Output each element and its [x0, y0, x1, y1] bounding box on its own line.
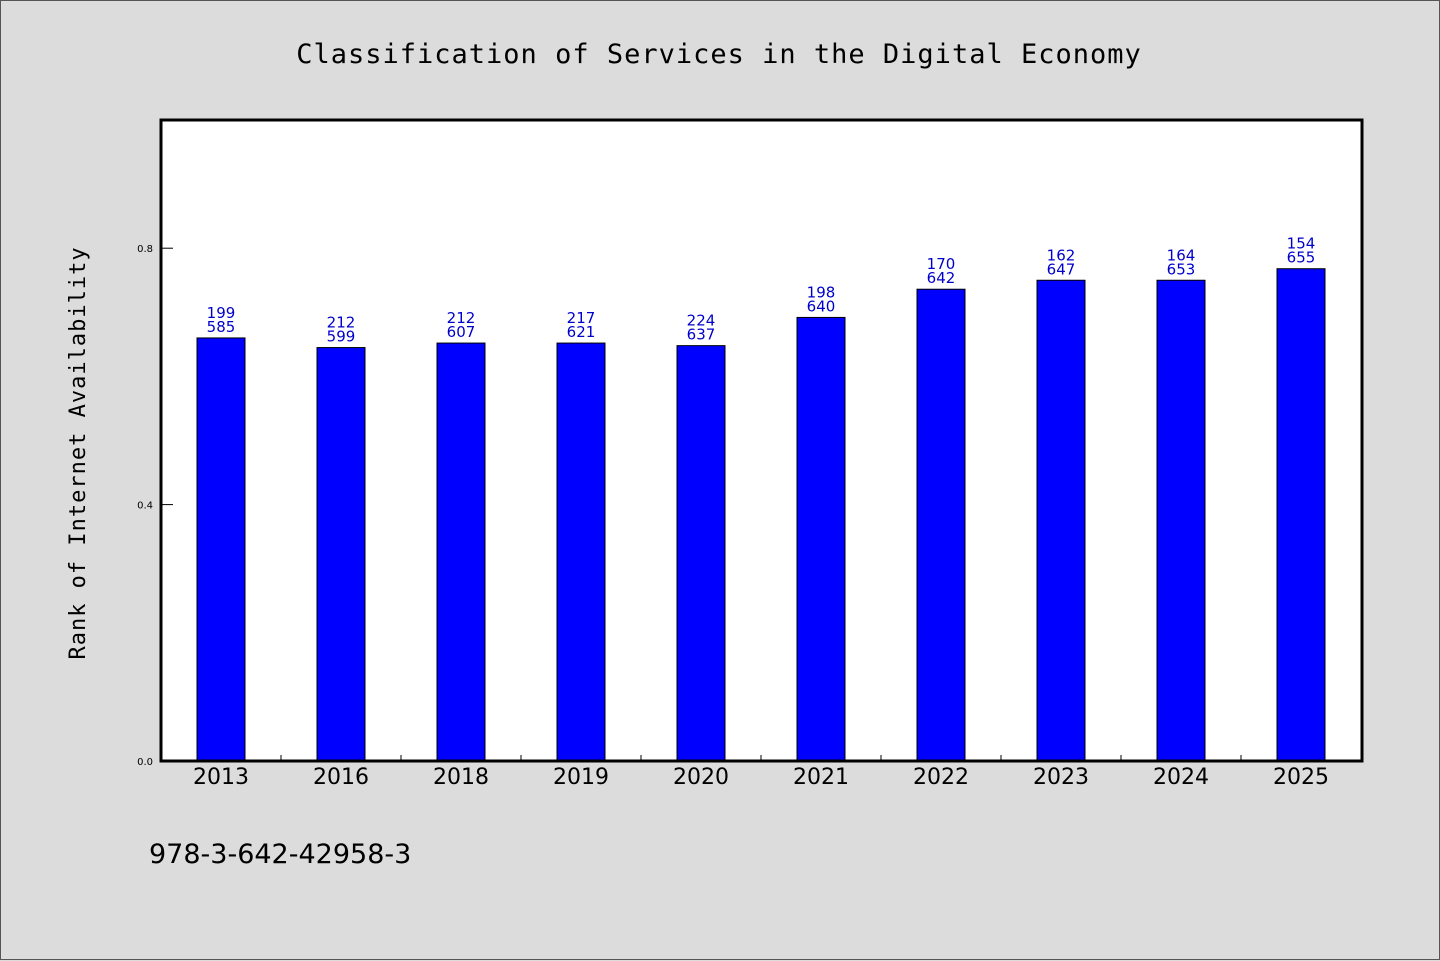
data-label-bottom-2020: 637	[687, 326, 716, 344]
bar-2013	[196, 337, 246, 762]
x-tick-label-2022: 2022	[913, 765, 969, 790]
bar-2025	[1276, 268, 1326, 762]
data-label-bottom-2021: 640	[807, 297, 836, 315]
bar-2022	[916, 288, 966, 762]
data-label-bottom-2018: 607	[447, 323, 476, 341]
data-label-top-2018: 212	[447, 309, 476, 327]
y-tick-label-0.4: 0.4	[137, 501, 153, 512]
data-label-top-2023: 162	[1047, 246, 1076, 264]
data-label-top-2024: 164	[1167, 246, 1196, 264]
data-label-bottom-2022: 642	[927, 269, 956, 287]
x-tick-label-2016: 2016	[313, 765, 369, 790]
data-label-bottom-2024: 653	[1167, 260, 1196, 278]
plot-border	[159, 118, 1364, 763]
x-axis-ticks: 2013 2016 2018 2019 2020 2021 2022 2023 2024 2025	[193, 755, 1329, 790]
data-label-top-2022: 170	[927, 255, 956, 273]
x-tick-label-2023: 2023	[1033, 765, 1089, 790]
bar-2021	[796, 316, 846, 762]
data-label-bottom-2023: 647	[1047, 260, 1076, 278]
y-axis-label: Rank of Internet Availability	[66, 246, 91, 659]
isbn-label: 978-3-642-42958-3	[149, 839, 411, 870]
data-label-bottom-2019: 621	[567, 323, 596, 341]
bar-2018	[436, 342, 486, 762]
bar-2024	[1156, 279, 1206, 762]
bar-2023	[1036, 279, 1086, 762]
chart-title: Classification of Services in the Digita…	[296, 39, 1142, 70]
data-label-top-2016: 212	[327, 314, 356, 332]
data-label-bottom-2013: 585	[207, 318, 236, 336]
bar-2020	[676, 345, 726, 762]
x-tick-label-2021: 2021	[793, 765, 849, 790]
data-label-bottom-2025: 655	[1287, 249, 1316, 267]
x-tick-label-2020: 2020	[673, 765, 729, 790]
bars-group	[196, 268, 1326, 762]
data-label-bottom-2016: 599	[327, 328, 356, 346]
data-label-top-2013: 199	[207, 304, 236, 322]
data-label-top-2020: 224	[687, 312, 716, 330]
data-label-top-2025: 154	[1287, 235, 1316, 253]
x-tick-label-2018: 2018	[433, 765, 489, 790]
y-tick-label-0.8: 0.8	[137, 244, 153, 255]
data-label-top-2021: 198	[807, 283, 836, 301]
y-tick-label-0.0: 0.0	[137, 757, 153, 768]
x-tick-label-2013: 2013	[193, 765, 249, 790]
x-tick-label-2019: 2019	[553, 765, 609, 790]
bar-2019	[556, 342, 606, 762]
x-tick-label-2025: 2025	[1273, 765, 1329, 790]
data-label-top-2019: 217	[567, 309, 596, 327]
x-tick-label-2024: 2024	[1153, 765, 1209, 790]
bar-2016	[316, 347, 366, 762]
